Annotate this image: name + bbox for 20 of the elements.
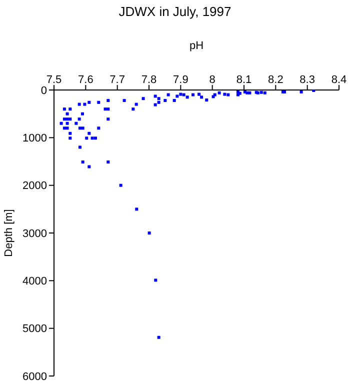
y-axis-title: Depth [m] xyxy=(2,209,15,257)
y-tick-label: 0 xyxy=(40,84,47,97)
y-tick-label: 4000 xyxy=(22,276,47,288)
y-tick-label: 2000 xyxy=(22,180,47,192)
x-tick-label: 8.4 xyxy=(331,74,347,86)
chart-title: JDWX in July, 1997 xyxy=(118,4,232,19)
y-tick-label: 5000 xyxy=(22,323,47,336)
y-tick-label: 6000 xyxy=(22,370,47,383)
x-tick-label: 7.6 xyxy=(78,74,94,86)
y-tick-label: 3000 xyxy=(22,228,47,240)
x-tick-label: 8 xyxy=(209,74,216,86)
y-tick-label: 1000 xyxy=(22,132,47,145)
x-tick-label: 8.1 xyxy=(236,74,252,86)
x-tick-label: 8.3 xyxy=(300,74,315,86)
x-tick-label: 7.8 xyxy=(141,74,157,86)
x-tick-label: 7.5 xyxy=(46,74,62,86)
x-tick-label: 7.9 xyxy=(173,74,188,86)
x-tick-label: 8.2 xyxy=(268,74,284,86)
x-axis-title: pH xyxy=(188,40,205,52)
x-tick-label: 7.7 xyxy=(110,74,125,86)
